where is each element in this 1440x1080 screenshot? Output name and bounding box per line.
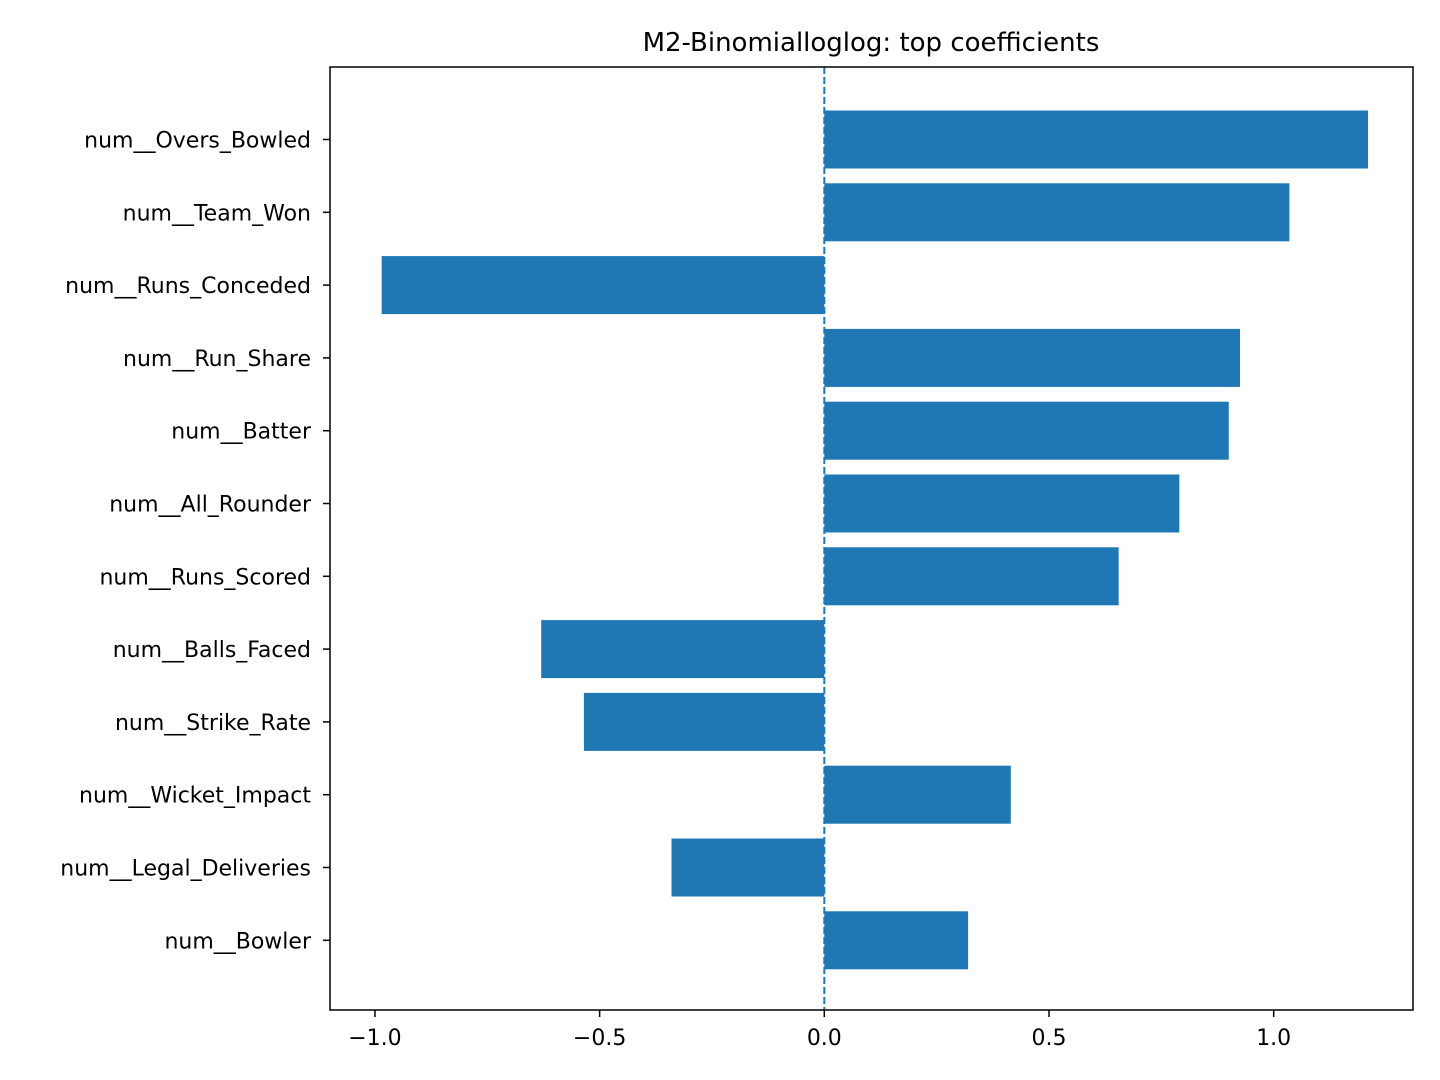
bar-num__Runs_Scored (824, 547, 1119, 606)
bar-num__Wicket_Impact (824, 765, 1011, 824)
bar-num__Runs_Conceded (381, 256, 825, 315)
y-tick-label: num__Batter (171, 420, 312, 445)
bar-num__Balls_Faced (541, 620, 825, 679)
x-tick-label: 0.0 (807, 1026, 842, 1051)
bar-num__Bowler (824, 911, 969, 970)
x-tick-label: 1.0 (1256, 1026, 1291, 1051)
x-tick-label: −0.5 (573, 1026, 626, 1051)
bar-num__Overs_Bowled (824, 110, 1369, 169)
y-tick-label: num__Runs_Conceded (65, 274, 311, 299)
x-tick-label: −1.0 (348, 1026, 401, 1051)
bar-num__Strike_Rate (583, 692, 825, 751)
y-tick-label: num__Strike_Rate (115, 711, 311, 736)
y-tick-label: num__Bowler (164, 929, 312, 954)
bar-num__All_Rounder (824, 474, 1180, 533)
bar-num__Batter (824, 401, 1229, 460)
y-axis: num__Overs_Bowled num__Team_Won num__Runs_… (60, 129, 330, 954)
y-tick-label: num__Overs_Bowled (84, 129, 311, 154)
plot-frame (329, 66, 1414, 1011)
y-tick-label: num__Team_Won (123, 201, 311, 226)
bar-num__Run_Share (824, 328, 1240, 387)
y-tick-label: num__Runs_Scored (99, 565, 311, 590)
y-tick-label: num__Balls_Faced (113, 638, 311, 663)
y-tick-label: num__Run_Share (123, 347, 311, 372)
y-tick-label: num__All_Rounder (109, 493, 312, 518)
y-tick-label: num__Legal_Deliveries (60, 857, 311, 882)
bars-group (381, 110, 1369, 970)
bar-num__Team_Won (824, 183, 1290, 242)
bar-num__Legal_Deliveries (671, 838, 825, 897)
x-axis: −1.0 −0.5 0.0 0.5 1.0 (348, 1010, 1291, 1051)
chart-title: M2-Binomialloglog: top coefficients (643, 28, 1100, 58)
y-tick-label: num__Wicket_Impact (79, 784, 311, 809)
x-tick-label: 0.5 (1032, 1026, 1067, 1051)
